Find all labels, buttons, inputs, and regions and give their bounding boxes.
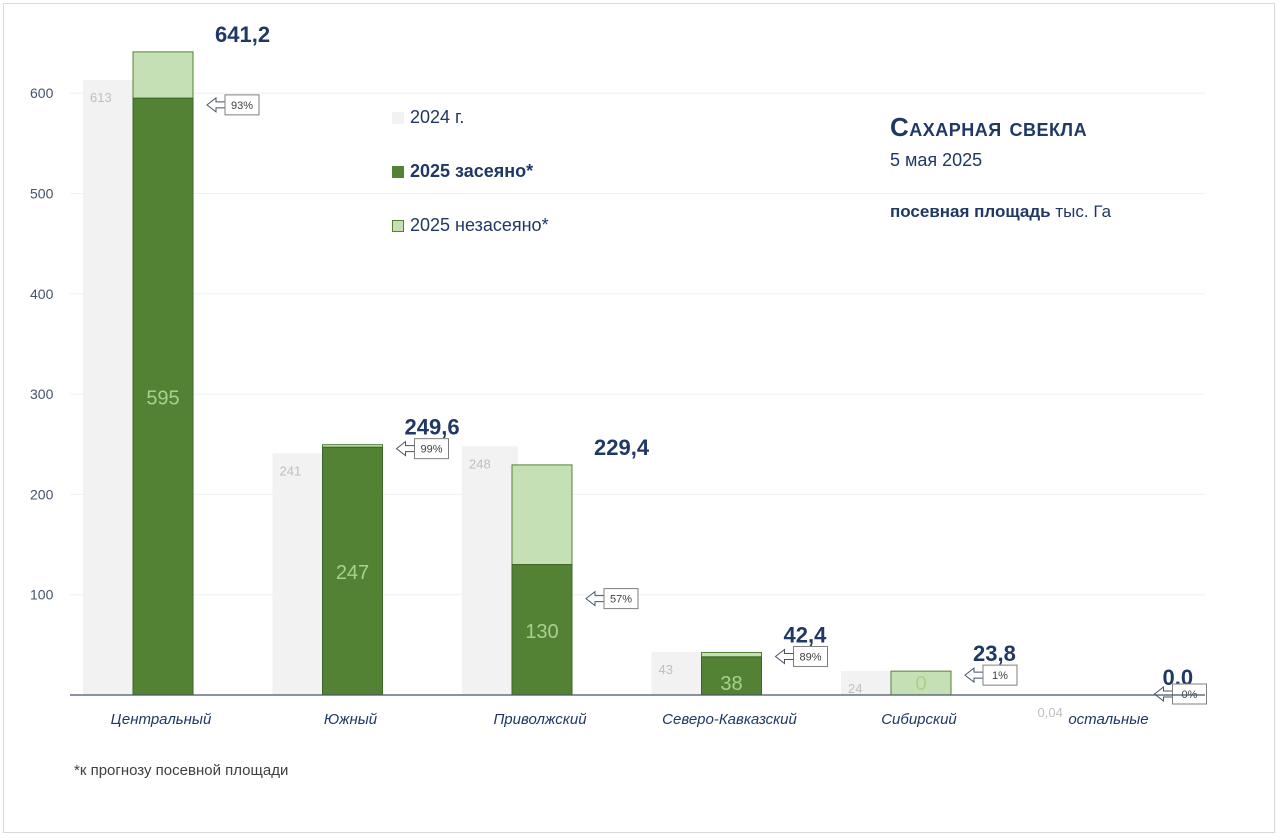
percent-label: 93% xyxy=(231,100,253,112)
y-tick-label: 400 xyxy=(30,286,54,302)
legend-swatch-sown xyxy=(392,165,404,178)
percent-box xyxy=(224,94,260,116)
percent-box xyxy=(414,438,449,460)
total-label: 42,4 xyxy=(784,622,828,647)
bar-2025-sown-label: 130 xyxy=(525,621,558,643)
bar-2025-sown-label: 38 xyxy=(720,673,742,695)
y-tick-label: 200 xyxy=(30,486,54,502)
percent-box xyxy=(603,588,639,610)
subtitle-bold: посевная площадь xyxy=(890,202,1051,221)
percent-label: 1% xyxy=(992,670,1008,682)
percent-label: 57% xyxy=(610,594,632,606)
y-tick-label: 300 xyxy=(30,386,54,402)
percent-arrow-icon xyxy=(585,590,606,607)
bar-2024-label: 24 xyxy=(848,681,862,696)
bar-2025-sown xyxy=(132,97,194,696)
bar-2025-sown xyxy=(701,656,762,696)
legend-item-unsown: 2025 незасеяно* xyxy=(392,215,549,236)
percent-arrow-icon xyxy=(395,440,416,457)
bar-2024-label: 241 xyxy=(280,463,302,478)
y-tick-label: 600 xyxy=(30,85,54,101)
total-label: 249,6 xyxy=(405,415,460,440)
bar-2024 xyxy=(462,446,518,695)
chart-date: 5 мая 2025 xyxy=(890,150,983,170)
category-label: Южный xyxy=(324,711,378,728)
category-label: Сибирский xyxy=(881,711,957,728)
category-label: Центральный xyxy=(111,711,212,728)
bar-2025-sown-label: 247 xyxy=(336,562,369,584)
y-tick-label: 500 xyxy=(30,186,54,202)
bar-2025-sown-label: 595 xyxy=(146,388,179,410)
percent-label: 89% xyxy=(799,651,821,663)
legend-label-sown: 2025 засеяно* xyxy=(410,161,534,181)
legend-item-prev: 2024 г. xyxy=(392,107,464,128)
bar-2024 xyxy=(272,453,329,695)
category-label: Северо-Кавказский xyxy=(662,711,797,728)
percent-arrow-icon xyxy=(206,96,227,113)
legend-swatch-prev xyxy=(392,111,404,124)
total-label: 229,4 xyxy=(594,435,650,460)
bar-2024 xyxy=(841,670,897,695)
total-label: 641,2 xyxy=(215,22,270,47)
bar-2024-label: 248 xyxy=(469,456,491,471)
percent-arrow-icon xyxy=(964,667,985,684)
bar-2024 xyxy=(83,80,139,695)
percent-box xyxy=(793,645,828,667)
percent-label: 99% xyxy=(420,444,442,456)
total-label: 23,8 xyxy=(973,641,1016,666)
category-label: остальные xyxy=(1068,711,1148,728)
chart-subtitle: посевная площадь тыс. Га xyxy=(890,202,1111,222)
footnote: *к прогнозу посевной площади xyxy=(74,762,289,779)
legend-swatch-unsown xyxy=(392,219,404,232)
bar-2024 xyxy=(651,651,708,695)
percent-arrow-icon xyxy=(774,648,795,665)
legend-item-sown: 2025 засеяно* xyxy=(392,161,533,182)
bar-2024-label: 0,04 xyxy=(1038,705,1063,720)
percent-box xyxy=(1172,683,1207,705)
bar-2024-label: 613 xyxy=(90,90,112,105)
bar-2024-label: 43 xyxy=(659,662,673,677)
bar-2025-unsown xyxy=(511,464,573,566)
y-tick-label: 100 xyxy=(30,587,54,603)
bar-2025-sown-label: 0 xyxy=(915,673,926,695)
chart-title: Сахарная свекла xyxy=(890,112,1088,142)
subtitle-unit: тыс. Га xyxy=(1055,202,1112,221)
bar-2025-sown xyxy=(322,446,383,696)
category-label: Приволжский xyxy=(493,711,587,728)
bar-2025-sown xyxy=(511,564,573,696)
percent-box xyxy=(982,664,1018,686)
bar-2025-unsown xyxy=(701,651,762,658)
legend-label-unsown: 2025 незасеяно* xyxy=(410,215,549,235)
legend-label-prev: 2024 г. xyxy=(410,107,465,127)
chart-frame xyxy=(3,3,1275,833)
bar-2025-unsown xyxy=(132,51,194,99)
